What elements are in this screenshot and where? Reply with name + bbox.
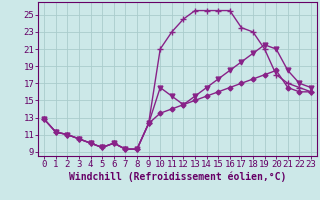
- X-axis label: Windchill (Refroidissement éolien,°C): Windchill (Refroidissement éolien,°C): [69, 172, 286, 182]
